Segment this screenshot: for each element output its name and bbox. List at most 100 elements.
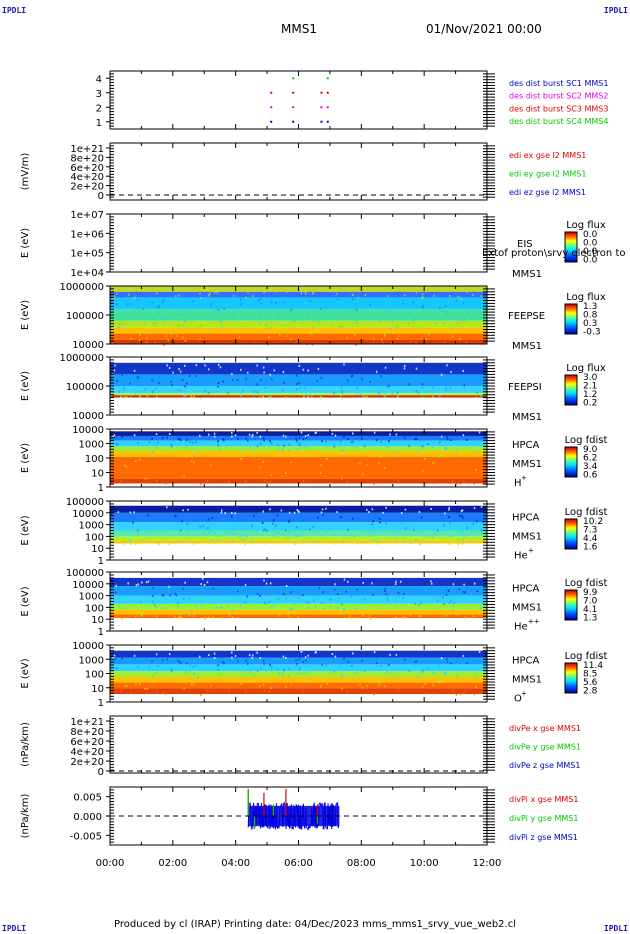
hpca_o-speckle (259, 657, 262, 660)
hpca_h-speckle (217, 444, 220, 447)
hpca_o-speckle (414, 660, 416, 663)
feepse-speckle (369, 331, 371, 334)
hpca_o-speckle (389, 653, 391, 656)
feepse-speckle (202, 331, 205, 334)
hpca_hepp-speckle (121, 617, 123, 620)
hpca_he-speckle (400, 511, 403, 514)
feepsi-speckle (256, 364, 258, 367)
feepse-speckle (111, 301, 113, 304)
hpca_hepp-speckle (134, 615, 137, 618)
feepse-speckle (137, 299, 139, 302)
hpca_hepp-speckle (196, 605, 198, 608)
hpca_o-speckle (258, 685, 261, 688)
hpca_he-speckle (293, 511, 296, 514)
hpca_he-speckle (415, 539, 417, 542)
feepse-speckle (383, 333, 386, 336)
feepse-speckle (182, 336, 184, 339)
hpca_o-spacecraft-label: MMS1 (512, 675, 542, 686)
feepse-speckle (260, 288, 263, 291)
feepse-speckle (339, 325, 342, 328)
hpca_h-speckle (379, 452, 381, 455)
hpca_h-speckle (222, 438, 224, 441)
hpca_hepp-speckle (168, 585, 170, 588)
hpca_he-speckle (457, 537, 459, 540)
hpca_he-speckle (317, 516, 319, 519)
hpca_o-speckle (450, 662, 452, 665)
hpca_he-speckle (252, 542, 254, 545)
feepse-speckle (112, 323, 115, 326)
hpca_o-speckle (178, 660, 180, 663)
feepse-ytick-label: 10000 (72, 340, 104, 351)
hpca_hepp-speckle (200, 583, 202, 586)
hpca_hepp-band (110, 577, 487, 587)
hpca_hepp-speckle (212, 587, 214, 590)
hpca_hepp-speckle (338, 597, 340, 600)
feepse-speckle (344, 287, 346, 290)
hpca_h-speckle (446, 438, 449, 441)
hpca_o-speckle (421, 671, 423, 674)
hpca_h-speckle (218, 448, 220, 451)
hpca_he-speckle (202, 525, 204, 528)
hpca_h-speckle (184, 455, 187, 458)
hpca_he-speckle (136, 529, 139, 532)
feepsi-band (110, 397, 487, 415)
hpca_hepp-speckle (386, 596, 389, 599)
hpca_h-speckle (144, 477, 146, 480)
feepsi-speckle (240, 368, 242, 371)
hpca_hepp-speckle (202, 577, 204, 580)
feepse-speckle (480, 295, 483, 298)
hpca_o-speckle (113, 654, 116, 657)
burst-point (270, 120, 273, 123)
hpca_h-speckle (192, 441, 194, 444)
hpca_hepp-speckle (116, 616, 119, 619)
hpca_he-speckle (374, 541, 376, 544)
hpca_o-speckle (246, 662, 249, 665)
hpca_o-speckle (433, 692, 436, 695)
hpca_he-speckle (264, 528, 266, 531)
hpca_he-speckle (129, 539, 131, 542)
hpca_o-speckle (425, 692, 427, 695)
hpca_o-speckle (223, 662, 225, 665)
feepsi-speckle (172, 371, 174, 374)
feepse-speckle (220, 320, 222, 323)
feepsi-speckle (121, 394, 123, 397)
feepsi-speckle (380, 375, 382, 378)
hpca_hepp-speckle (364, 598, 366, 601)
hpca_o-speckle (121, 680, 123, 683)
feepsi-speckle (311, 395, 313, 398)
feepse-speckle (139, 334, 141, 337)
hpca_hepp-instrument-label: HPCA (512, 584, 540, 595)
hpca_h-speckle (451, 480, 454, 483)
hpca_h-speckle (278, 447, 281, 450)
feepse-speckle (388, 329, 390, 332)
hpca_o-speckle (165, 692, 167, 695)
hpca_o-speckle (185, 671, 187, 674)
hpca_o-speckle (321, 663, 323, 666)
hpca_o-speckle (341, 675, 343, 678)
hpca_o-speckle (380, 664, 382, 667)
feepse-speckle (295, 341, 298, 344)
hpca_h-speckle (341, 450, 343, 453)
hpca_hepp-speckle (288, 615, 291, 618)
hpca_he-speckle (443, 524, 445, 527)
hpca_hepp-speckle (137, 583, 140, 586)
hpca_he-speckle (342, 534, 345, 537)
hpca_hepp-speckle (177, 601, 179, 604)
feepse-speckle (460, 297, 462, 300)
hpca_h-speckle (137, 441, 139, 444)
hpca_hepp-band (110, 595, 487, 604)
feepsi-speckle (340, 395, 342, 398)
feepsi-speckle (183, 364, 186, 367)
hpca_hepp-speckle (229, 611, 232, 614)
feepsi-speckle (298, 381, 301, 384)
hpca_h-speckle (476, 450, 478, 453)
feepsi-speckle (252, 394, 255, 397)
hpca_o-speckle (262, 683, 265, 686)
feepse-speckle (387, 288, 390, 291)
hpca_o-speckle (315, 651, 317, 654)
hpca_he-speckle (276, 514, 279, 517)
hpca_o-speckle (384, 685, 386, 688)
feepsi-speckle (363, 396, 366, 399)
feepse-speckle (200, 324, 202, 327)
hpca_hepp-speckle (445, 593, 448, 596)
